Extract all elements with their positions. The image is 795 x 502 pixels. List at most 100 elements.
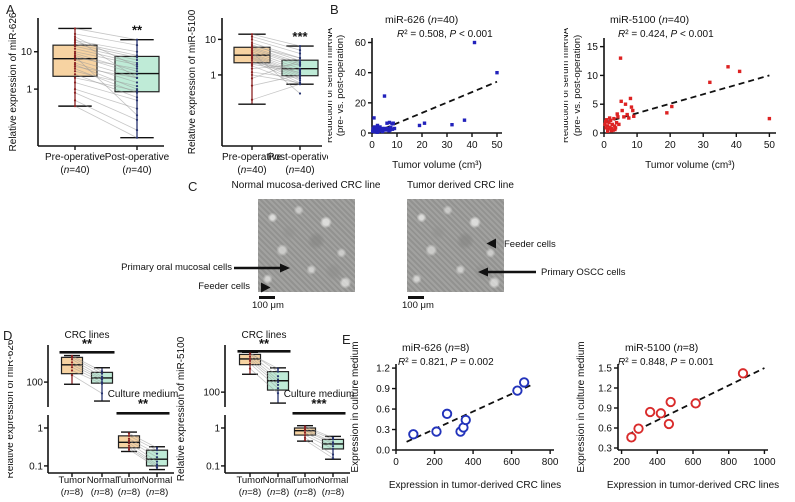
group-n-label: (n=40) <box>122 165 151 176</box>
e2-svg: 0.3 0.6 0.9 1.2 1.5 200 400 600 800 1000 miR-5100 … <box>576 341 779 491</box>
svg-text:0.6: 0.6 <box>598 424 612 435</box>
scale-bar-right <box>408 296 424 299</box>
group-n-label: (n=8) <box>91 487 113 498</box>
svg-text:10: 10 <box>391 140 403 151</box>
y-axis-label: Relative expression of miR-626 <box>8 339 16 478</box>
svg-text:20: 20 <box>416 140 428 151</box>
svg-text:200: 200 <box>613 457 630 468</box>
d2-svg: 100 CRC lines** 1 0.1 Culture medium*** Tumor… <box>176 330 355 498</box>
group-label: Normal <box>87 475 118 486</box>
y-axis-label: Expression in culture medium <box>576 341 587 472</box>
significance-stars: *** <box>311 396 327 411</box>
arrowhead-right-icon <box>261 282 271 293</box>
svg-text:30: 30 <box>441 140 453 151</box>
svg-text:1: 1 <box>26 85 32 96</box>
y-axis-label: Relative expression of miR-5100 <box>188 10 198 154</box>
group-n-label: (n=8) <box>239 487 261 498</box>
svg-text:1: 1 <box>37 423 43 434</box>
y-axis-label: (pre- vs. post-operation) <box>572 35 583 136</box>
svg-text:1: 1 <box>214 423 220 434</box>
svg-text:5: 5 <box>592 100 598 111</box>
data-points <box>603 56 772 133</box>
b2-svg: 0 5 10 15 0 10 20 30 40 50 miR-5100 (n=40) R² = 0.4… <box>560 14 776 171</box>
significance-stars: ** <box>82 336 93 351</box>
group-n-label: (n=8) <box>294 487 316 498</box>
group-title: CRC lines <box>241 330 286 341</box>
scatter-mir626-medium-vs-lines: 0.0 0.3 0.6 0.9 1.2 0 200 400 600 800 miR-626 (n=8… <box>344 338 570 499</box>
svg-text:15: 15 <box>587 42 599 53</box>
boxplot-mir5100-pre-post: 10 1 Pre-operative (n=40) *** Post-operative(… <box>187 9 333 193</box>
group-label: Tumor <box>58 475 85 486</box>
micrograph-tumor-derived <box>407 199 504 292</box>
arrowhead-left-icon <box>486 238 496 249</box>
chart-stats: R² = 0.821, P = 0.002 <box>398 357 494 368</box>
arrow-left-icon <box>478 267 536 277</box>
svg-text:1.2: 1.2 <box>598 384 612 395</box>
svg-text:0: 0 <box>393 457 399 468</box>
group-label: Post-operative <box>268 152 328 163</box>
svg-text:10: 10 <box>632 140 644 151</box>
svg-text:60: 60 <box>355 38 367 49</box>
panel-label-e: E <box>342 332 351 347</box>
svg-text:0.3: 0.3 <box>598 444 612 455</box>
x-axis-label: Tumor volume (cm³) <box>645 160 735 171</box>
svg-text:40: 40 <box>731 140 743 151</box>
svg-text:200: 200 <box>426 457 443 468</box>
group-label: Pre-operative <box>222 152 282 163</box>
svg-text:600: 600 <box>685 457 702 468</box>
panel-label-b: B <box>330 2 339 17</box>
svg-text:50: 50 <box>764 140 776 151</box>
chart-title: miR-626 (n=40) <box>385 14 458 26</box>
svg-text:10: 10 <box>21 47 33 58</box>
significance-bar <box>59 351 115 354</box>
svg-text:400: 400 <box>649 457 666 468</box>
svg-text:0: 0 <box>601 140 607 151</box>
group-label: Tumor <box>236 475 263 486</box>
y-axis-label: Reduction of serum miRNA <box>564 27 571 143</box>
svg-text:1: 1 <box>210 70 216 81</box>
svg-text:0: 0 <box>592 129 598 140</box>
svg-text:0.9: 0.9 <box>598 404 612 415</box>
boxplot-mir626-pre-post: 10 1 Pre-operative (n=40) ** Post-operative (n… <box>8 10 176 193</box>
significance-stars: ** <box>138 396 149 411</box>
significance-stars: ** <box>259 336 270 351</box>
y-axis-label: Expression in culture medium <box>350 341 361 472</box>
svg-text:0.9: 0.9 <box>376 384 390 395</box>
group-title: Culture medium <box>284 389 355 400</box>
svg-text:0.3: 0.3 <box>376 425 390 436</box>
arrow-right-icon <box>234 263 290 273</box>
x-axis-label: Expression in tumor-derived CRC lines <box>607 480 779 491</box>
scatter-mir5100-tumor-volume: 0 5 10 15 0 10 20 30 40 50 miR-5100 (n=40) R² = 0.4… <box>560 10 792 179</box>
scatter-mir5100-medium-vs-lines: 0.3 0.6 0.9 1.2 1.5 200 400 600 800 1000 miR-5100 … <box>572 338 786 499</box>
group-n-label: (n=40) <box>60 165 89 176</box>
svg-text:0.1: 0.1 <box>206 461 220 472</box>
group-n-label: (n=8) <box>146 487 168 498</box>
svg-text:100: 100 <box>203 388 220 399</box>
chart-title: miR-626 (n=8) <box>402 342 469 354</box>
boxplot-mir626-crc-medium: 100 CRC lines ** 1 0.1 Culture medium ** Tumor(… <box>5 329 180 502</box>
x-axis-label: Expression in tumor-derived CRC lines <box>389 480 561 491</box>
significance-stars: ** <box>132 23 143 38</box>
data-points <box>408 377 530 440</box>
group-label: Normal <box>318 475 349 486</box>
svg-text:10: 10 <box>205 35 217 46</box>
significance-stars: *** <box>292 29 308 44</box>
group-n-label: (n=40) <box>285 165 314 176</box>
scale-bar-left <box>259 296 275 299</box>
svg-text:0: 0 <box>369 140 375 151</box>
svg-text:10: 10 <box>587 71 599 82</box>
chart-stats: R² = 0.424, P < 0.001 <box>618 29 714 40</box>
svg-text:30: 30 <box>698 140 710 151</box>
y-axis-label: Relative expression of miR-626 <box>8 12 19 151</box>
group-n-label: (n=8) <box>322 487 344 498</box>
svg-text:20: 20 <box>355 98 367 109</box>
group-n-label: (n=8) <box>267 487 289 498</box>
svg-text:800: 800 <box>720 457 737 468</box>
svg-text:800: 800 <box>542 457 559 468</box>
significance-bar <box>237 350 291 353</box>
annotation-primary-oral-mucosal-cells: Primary oral mucosal cells <box>121 262 232 273</box>
group-n-label: (n=8) <box>118 487 140 498</box>
svg-text:40: 40 <box>466 140 478 151</box>
group-label: Normal <box>142 475 173 486</box>
